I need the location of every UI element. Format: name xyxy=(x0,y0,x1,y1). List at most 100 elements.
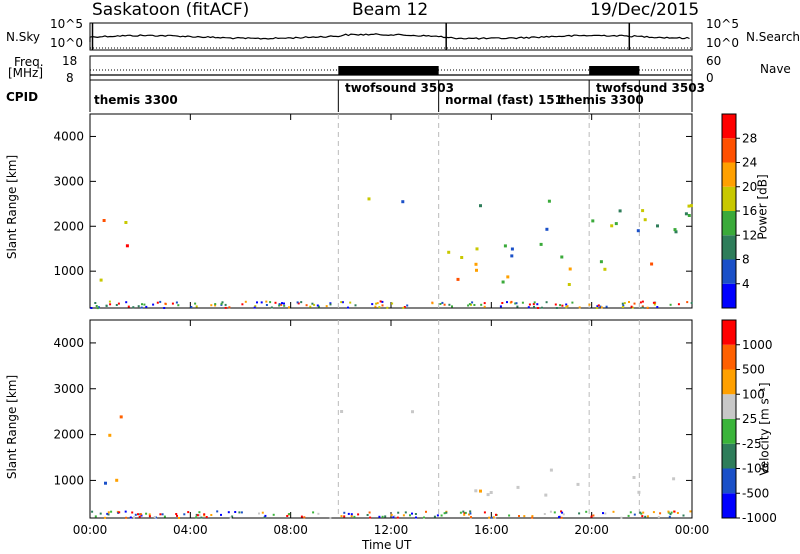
data-point xyxy=(516,485,520,489)
data-point xyxy=(195,516,198,519)
colorbar-tick-label: 16 xyxy=(742,204,757,218)
power-plot-frame xyxy=(89,113,693,309)
data-point xyxy=(350,515,353,518)
data-point xyxy=(175,301,178,304)
cpid-mode: twofsound 3503 xyxy=(596,81,705,95)
data-point xyxy=(148,515,151,518)
colorbar-tick-label: 25 xyxy=(742,412,757,426)
data-point xyxy=(463,513,466,516)
data-point xyxy=(253,306,256,309)
data-point xyxy=(483,511,486,514)
data-point xyxy=(325,305,328,308)
data-point xyxy=(467,304,470,307)
data-point xyxy=(603,267,607,271)
data-point xyxy=(565,303,568,306)
data-point xyxy=(220,513,222,516)
data-point xyxy=(411,410,414,414)
data-point xyxy=(183,513,186,516)
data-point xyxy=(650,262,654,266)
station-title: Saskatoon (fitACF) xyxy=(92,0,250,20)
nsearch-label: N.Search xyxy=(746,30,800,44)
nsky-line xyxy=(89,33,690,42)
colorbar-segment xyxy=(722,138,736,163)
data-point xyxy=(329,302,332,305)
colorbar-tick-label: -1000 xyxy=(742,511,777,525)
data-point xyxy=(371,303,374,306)
data-point xyxy=(109,303,112,306)
data-point xyxy=(592,514,595,517)
data-point xyxy=(403,306,406,308)
data-point xyxy=(104,481,107,485)
data-point xyxy=(646,515,649,518)
data-point xyxy=(354,304,357,307)
data-point xyxy=(378,306,381,309)
data-point xyxy=(553,511,556,514)
data-point xyxy=(643,218,647,222)
data-point xyxy=(90,307,93,309)
data-point xyxy=(159,513,162,516)
x-tick-label: 00:00 xyxy=(73,523,108,537)
data-point xyxy=(200,516,203,519)
data-point xyxy=(460,256,464,259)
colorbar-segment xyxy=(722,344,736,370)
data-point xyxy=(595,307,598,309)
data-point xyxy=(278,304,281,307)
data-point xyxy=(397,511,400,514)
colorbar-tick-label: 8 xyxy=(742,253,750,267)
data-point xyxy=(560,255,564,259)
data-point xyxy=(125,244,129,248)
data-point xyxy=(468,513,470,516)
data-point xyxy=(588,303,591,306)
data-point xyxy=(278,303,281,306)
data-point xyxy=(652,301,655,304)
data-point xyxy=(561,511,564,514)
data-point xyxy=(571,301,574,304)
data-point xyxy=(195,305,198,308)
data-point xyxy=(404,511,407,514)
data-point xyxy=(125,301,128,304)
data-point xyxy=(656,306,659,308)
data-point xyxy=(687,204,691,208)
data-point xyxy=(614,222,618,226)
data-point xyxy=(353,515,356,518)
colorbar-segment xyxy=(722,443,736,469)
data-point xyxy=(214,303,217,306)
data-point xyxy=(451,305,453,308)
data-point xyxy=(108,300,111,303)
velocity-scatter xyxy=(91,410,692,520)
data-point xyxy=(143,303,146,306)
colorbar-tick-label: 4 xyxy=(742,277,750,291)
nsky-label: N.Sky xyxy=(6,30,41,44)
x-tick-label: 04:00 xyxy=(173,523,208,537)
data-point xyxy=(639,301,642,304)
data-point xyxy=(176,514,178,517)
data-point xyxy=(140,514,143,517)
data-point xyxy=(401,200,405,204)
nsky-strip xyxy=(89,22,693,51)
data-point xyxy=(309,305,312,308)
velocity-ylabel: Slant Range [km] xyxy=(5,374,20,480)
data-point xyxy=(347,306,349,309)
data-point xyxy=(216,510,219,513)
data-point xyxy=(605,305,608,308)
data-point xyxy=(440,514,443,517)
y-tick-label: 4000 xyxy=(53,129,84,143)
y-tick-label: 3000 xyxy=(53,174,84,188)
colorbar-segment xyxy=(722,162,736,187)
data-point xyxy=(269,301,272,304)
data-point xyxy=(390,513,393,516)
data-point xyxy=(220,303,223,306)
data-point xyxy=(585,510,588,513)
beam-title: Beam 12 xyxy=(352,0,429,20)
data-point xyxy=(623,302,626,305)
data-point xyxy=(578,512,581,515)
data-point xyxy=(134,513,137,516)
data-point xyxy=(468,303,471,306)
data-point xyxy=(409,514,411,517)
data-point xyxy=(406,304,409,307)
colorbar-segment xyxy=(722,211,736,236)
data-point xyxy=(303,516,306,519)
data-point xyxy=(210,304,213,307)
data-point xyxy=(510,254,514,258)
nave-tick-bottom: 0 xyxy=(706,71,714,85)
